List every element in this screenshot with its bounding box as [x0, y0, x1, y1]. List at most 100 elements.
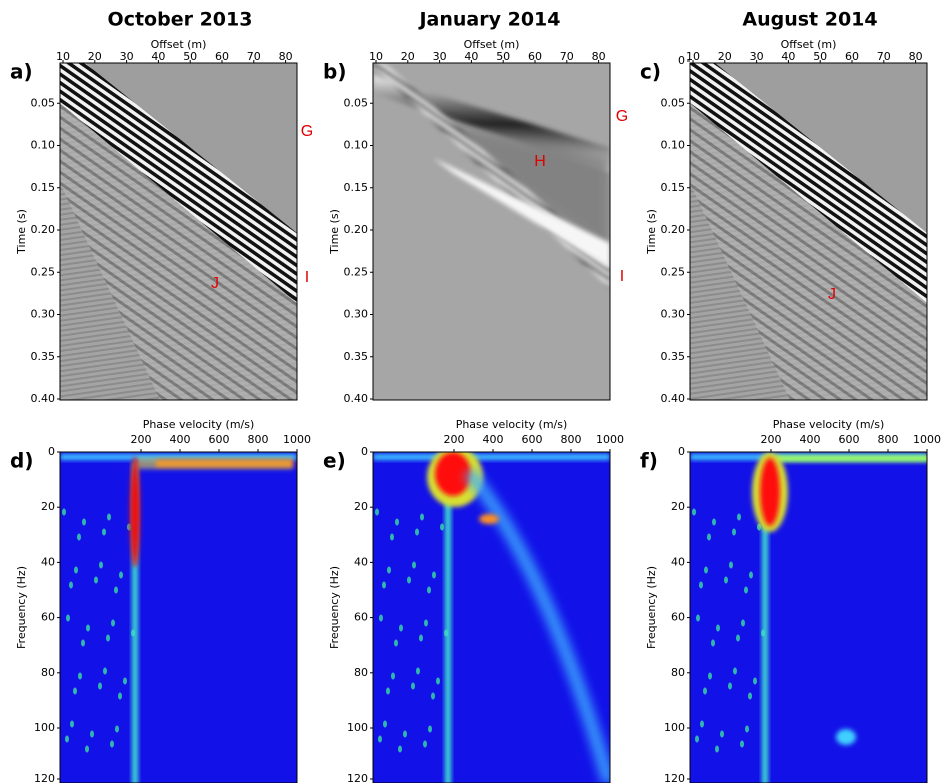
speckle [749, 571, 753, 579]
speckle [395, 518, 399, 526]
x-axis-label: Offset (m) [151, 38, 207, 51]
x-axis-label: Offset (m) [781, 38, 837, 51]
speckle [707, 533, 711, 541]
white-band [433, 158, 610, 268]
speckle [748, 692, 752, 700]
background [690, 452, 927, 783]
speckle [378, 735, 382, 743]
x-tick-label: 800 [878, 433, 899, 446]
x-axis-label: Phase velocity (m/s) [143, 418, 255, 431]
fringe [690, 93, 927, 400]
orange-spot [479, 514, 499, 524]
y-tick-label: 0.20 [31, 223, 56, 236]
streak [132, 462, 138, 783]
main-band [690, 63, 927, 303]
dispersion-image [373, 452, 610, 783]
x-tick-label: 800 [561, 433, 582, 446]
y-tick-label: 0.15 [31, 181, 56, 194]
top-band [373, 454, 610, 460]
dispersion-image [60, 452, 297, 783]
x-tick-label: 40 [781, 50, 795, 63]
y-tick-label: 120 [347, 772, 368, 783]
x-tick-label: 60 [845, 50, 859, 63]
red-core [760, 458, 780, 526]
speckle [90, 730, 94, 738]
speckle [387, 566, 391, 574]
y-tick-label: 20 [41, 500, 55, 513]
y-tick-label: 0.05 [661, 96, 686, 109]
annotation: I [620, 268, 624, 285]
y-tick-label: 20 [354, 500, 368, 513]
speckle [736, 634, 740, 642]
speckle [70, 720, 74, 728]
speckle [724, 576, 728, 584]
speckle [427, 586, 431, 594]
y-tick-label: 0.15 [661, 181, 686, 194]
speckle [423, 740, 427, 748]
speckle [110, 740, 114, 748]
speck-blob [836, 729, 856, 745]
speckle [390, 533, 394, 541]
speckle [103, 667, 107, 675]
speckle [115, 725, 119, 733]
x-tick-label: 400 [170, 433, 191, 446]
speckle [412, 561, 416, 569]
x-tick-label: 200 [444, 433, 465, 446]
speckle [86, 624, 90, 632]
y-tick-label: 80 [671, 666, 685, 679]
x-axis-label: Offset (m) [464, 38, 520, 51]
speckle [111, 619, 115, 627]
y-tick-label: 100 [664, 721, 685, 734]
speckle [106, 634, 110, 642]
y-tick-label: 60 [671, 611, 685, 624]
y-tick-label: 80 [354, 666, 368, 679]
speckle [62, 508, 66, 516]
panel-label: c) [640, 60, 661, 84]
y-tick-label: 0.10 [661, 139, 686, 152]
y-tick-label: 0.30 [344, 308, 369, 321]
speckle [745, 725, 749, 733]
speckle [119, 571, 123, 579]
seismic-image [373, 63, 610, 400]
y-tick-label: 0.10 [31, 139, 56, 152]
frame [689, 62, 928, 401]
speckle [98, 682, 102, 690]
speckle [394, 639, 398, 647]
column-title: August 2014 [742, 9, 877, 31]
speckle [123, 677, 127, 685]
speckle [436, 677, 440, 685]
speckle [424, 619, 428, 627]
speckle [737, 513, 741, 521]
y-tick-label: 40 [354, 555, 368, 568]
y-tick-label: 0.20 [344, 223, 369, 236]
y-tick-label: 0.25 [344, 265, 369, 278]
speckle [741, 619, 745, 627]
speckle [732, 528, 736, 536]
frame [59, 62, 298, 401]
annotation: J [211, 275, 219, 292]
speckle [379, 614, 383, 622]
y-tick-label: 0.30 [31, 308, 56, 321]
x-tick-label: 10 [686, 50, 700, 63]
x-tick-label: 40 [464, 50, 478, 63]
speckle [728, 682, 732, 690]
speckle [85, 745, 89, 753]
y-tick-label: 100 [34, 721, 55, 734]
yellow-band [136, 458, 293, 469]
y-tick-label: 20 [671, 500, 685, 513]
speckle [66, 614, 70, 622]
y-tick-label: 0.35 [31, 350, 56, 363]
speckle [692, 508, 696, 516]
x-tick-label: 200 [131, 433, 152, 446]
main-band [60, 63, 297, 303]
annotation: H [534, 153, 546, 170]
speckle [81, 639, 85, 647]
y-axis-label: Frequency (Hz) [645, 566, 658, 649]
panel-label: e) [323, 449, 346, 473]
seismic-image [690, 63, 927, 400]
x-tick-label: 400 [483, 433, 504, 446]
speckle [431, 692, 435, 700]
y-tick-label: 0.15 [344, 181, 369, 194]
x-tick-label: 30 [120, 50, 134, 63]
frame [372, 62, 611, 401]
